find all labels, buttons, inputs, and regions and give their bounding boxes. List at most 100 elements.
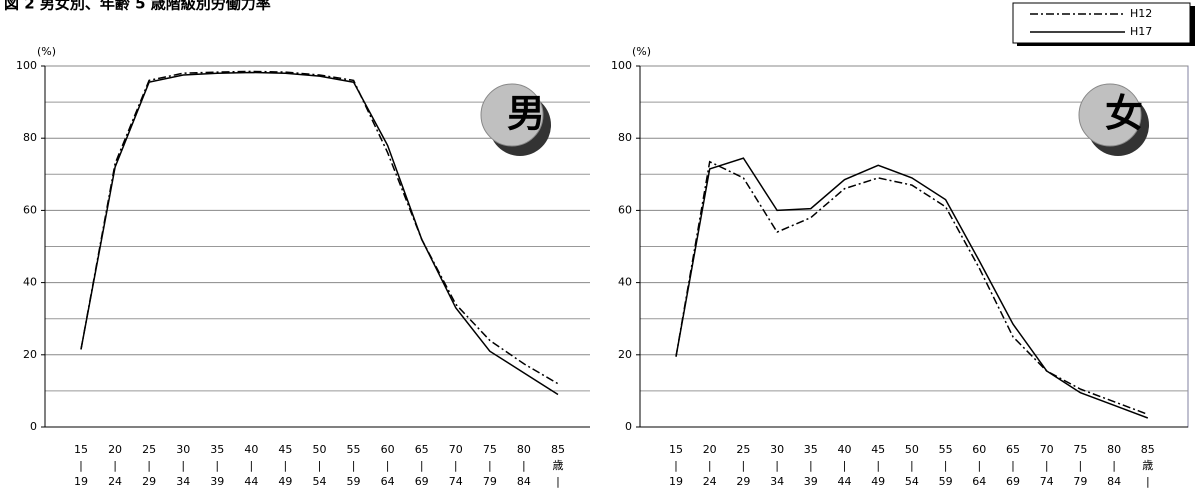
x-tick-label: 45 <box>278 443 292 456</box>
x-tick-label: | <box>113 459 117 472</box>
x-tick-label: | <box>843 459 847 472</box>
x-tick-label: | <box>454 459 458 472</box>
x-tick-label: 39 <box>210 475 224 488</box>
y-tick-label: 20 <box>618 348 632 361</box>
x-tick-label: 25 <box>736 443 750 456</box>
x-tick-label: 60 <box>972 443 986 456</box>
x-tick-label: | <box>742 459 746 472</box>
x-tick-label: 35 <box>804 443 818 456</box>
x-tick-label: | <box>522 459 526 472</box>
x-tick-label: | <box>977 459 981 472</box>
legend-label: H12 <box>1130 7 1152 20</box>
x-tick-label: 80 <box>517 443 531 456</box>
x-tick-label: | <box>420 459 424 472</box>
series-line <box>676 158 1148 418</box>
x-tick-label: | <box>147 459 151 472</box>
x-tick-label: 50 <box>312 443 326 456</box>
x-tick-label: | <box>674 459 678 472</box>
x-tick-label: | <box>1011 459 1015 472</box>
x-tick-label: | <box>79 459 83 472</box>
x-tick-label: 30 <box>770 443 784 456</box>
x-tick-label: 70 <box>1040 443 1054 456</box>
x-tick-label: 34 <box>770 475 784 488</box>
x-tick-label: 20 <box>108 443 122 456</box>
x-tick-label: 30 <box>176 443 190 456</box>
x-tick-label: 65 <box>1006 443 1020 456</box>
y-tick-label: 100 <box>611 59 632 72</box>
x-tick-label: 85 <box>551 443 565 456</box>
x-tick-label: 45 <box>871 443 885 456</box>
annotation: 女 <box>1105 91 1143 136</box>
x-tick-label: 79 <box>483 475 497 488</box>
x-tick-label: 59 <box>939 475 953 488</box>
page: 図 2 男女別、年齢 5 歳階級別労働力率 020406080100(%)15|… <box>0 0 1195 495</box>
x-tick-label: 19 <box>669 475 683 488</box>
x-tick-label: 19 <box>74 475 88 488</box>
x-tick-label: 74 <box>449 475 463 488</box>
x-tick-label: 44 <box>838 475 852 488</box>
x-tick-label: 54 <box>905 475 919 488</box>
x-tick-label: 24 <box>108 475 122 488</box>
y-axis-label: (%) <box>37 45 56 58</box>
annotation: 男 <box>507 91 545 136</box>
x-tick-label: | <box>1112 459 1116 472</box>
y-axis-label: (%) <box>632 45 651 58</box>
x-tick-label: | <box>876 459 880 472</box>
x-tick-label: 55 <box>347 443 361 456</box>
y-tick-label: 40 <box>618 276 632 289</box>
x-tick-label: 54 <box>312 475 326 488</box>
x-tick-label: 85 <box>1141 443 1155 456</box>
x-tick-label: | <box>556 475 560 488</box>
x-tick-label: 80 <box>1107 443 1121 456</box>
x-tick-label: 40 <box>838 443 852 456</box>
y-tick-label: 60 <box>618 203 632 216</box>
x-tick-label: 60 <box>381 443 395 456</box>
x-tick-label: 79 <box>1073 475 1087 488</box>
x-tick-label: | <box>708 459 712 472</box>
x-tick-label: 歳 <box>552 459 563 472</box>
x-tick-label: 29 <box>142 475 156 488</box>
y-tick-label: 0 <box>30 420 37 433</box>
series-line <box>676 162 1148 415</box>
x-tick-label: 65 <box>415 443 429 456</box>
x-tick-label: | <box>910 459 914 472</box>
x-tick-label: 69 <box>1006 475 1020 488</box>
x-tick-label: 34 <box>176 475 190 488</box>
x-tick-label: 39 <box>804 475 818 488</box>
x-tick-label: 35 <box>210 443 224 456</box>
legend-label: H17 <box>1130 25 1152 38</box>
y-tick-label: 80 <box>23 131 37 144</box>
x-tick-label: 24 <box>703 475 717 488</box>
y-tick-label: 40 <box>23 276 37 289</box>
y-tick-label: 20 <box>23 348 37 361</box>
x-tick-label: | <box>181 459 185 472</box>
x-tick-label: 50 <box>905 443 919 456</box>
x-tick-label: | <box>284 459 288 472</box>
legend-box <box>1013 3 1190 43</box>
x-tick-label: 25 <box>142 443 156 456</box>
y-tick-label: 60 <box>23 203 37 216</box>
x-tick-label: 44 <box>244 475 258 488</box>
x-tick-label: | <box>249 459 253 472</box>
x-tick-label: 64 <box>972 475 986 488</box>
x-tick-label: 29 <box>736 475 750 488</box>
x-tick-label: | <box>1079 459 1083 472</box>
x-tick-label: 59 <box>347 475 361 488</box>
x-tick-label: | <box>352 459 356 472</box>
x-tick-label: 55 <box>939 443 953 456</box>
x-tick-label: 75 <box>1073 443 1087 456</box>
y-tick-label: 100 <box>16 59 37 72</box>
x-tick-label: 49 <box>278 475 292 488</box>
x-tick-label: 64 <box>381 475 395 488</box>
x-tick-label: 84 <box>517 475 531 488</box>
x-tick-label: | <box>944 459 948 472</box>
x-tick-label: | <box>775 459 779 472</box>
x-tick-label: 69 <box>415 475 429 488</box>
x-tick-label: 49 <box>871 475 885 488</box>
x-tick-label: | <box>318 459 322 472</box>
x-tick-label: 70 <box>449 443 463 456</box>
y-tick-label: 80 <box>618 131 632 144</box>
x-tick-label: | <box>1045 459 1049 472</box>
x-tick-label: | <box>386 459 390 472</box>
x-tick-label: 15 <box>74 443 88 456</box>
